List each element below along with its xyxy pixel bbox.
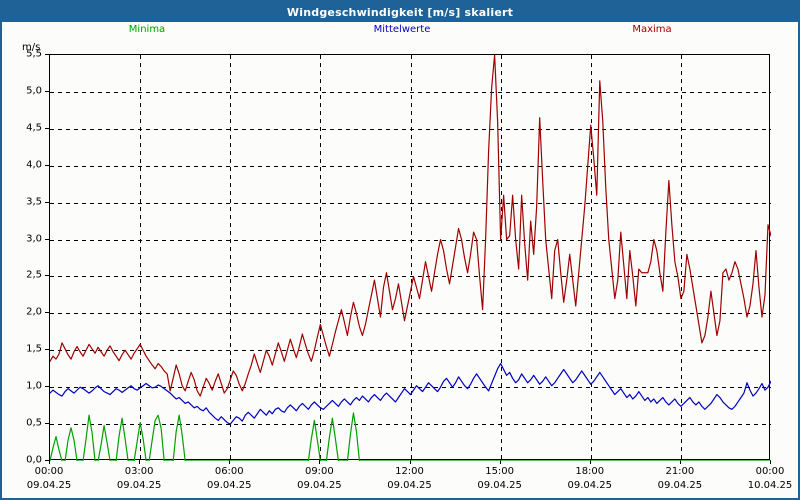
y-tick-label: 3,5 <box>26 196 42 208</box>
x-tick-mark <box>410 460 411 464</box>
y-tick-mark <box>45 54 49 55</box>
x-tick-mark <box>500 460 501 464</box>
y-tick-mark <box>45 460 49 461</box>
y-tick-label: 1,5 <box>26 343 42 355</box>
x-tick-time-label: 12:00 <box>395 466 424 477</box>
x-tick-time-label: 00:00 <box>755 466 785 477</box>
y-tick-mark <box>45 91 49 92</box>
x-tick-date-label: 09.04.25 <box>26 480 72 491</box>
y-tick-mark <box>45 165 49 166</box>
x-tick-mark <box>590 460 591 464</box>
x-tick-time-label: 06:00 <box>214 466 244 477</box>
y-tick-mark <box>45 239 49 240</box>
x-tick-date-label: 09.04.25 <box>116 480 162 491</box>
chart-legend: Minima Mittelwerte Maxima <box>2 24 798 40</box>
y-tick-label: 3,0 <box>26 233 42 245</box>
x-tick-time-label: 21:00 <box>665 466 695 477</box>
x-tick-mark <box>680 460 681 464</box>
x-tick-date-label: 09.04.25 <box>206 480 252 491</box>
x-tick-time-label: 09:00 <box>304 466 334 477</box>
y-tick-mark <box>45 312 49 313</box>
y-tick-label: 5,0 <box>26 85 42 97</box>
y-tick-mark <box>45 349 49 350</box>
legend-item-maxima: Maxima <box>632 24 672 35</box>
y-tick-mark <box>45 202 49 203</box>
y-tick-label: 4,5 <box>26 122 42 134</box>
legend-item-minima: Minima <box>128 24 166 35</box>
y-tick-mark <box>45 128 49 129</box>
y-tick-label: 2,5 <box>26 269 42 281</box>
x-tick-date-label: 09.04.25 <box>567 480 613 491</box>
series-line-mittelwerte <box>50 362 771 425</box>
x-tick-mark <box>49 460 50 464</box>
x-tick-date-label: 09.04.25 <box>297 480 342 491</box>
x-tick-date-label: 09.04.25 <box>477 480 522 491</box>
data-series-lines <box>50 55 771 461</box>
page-title: Windgeschwindigkeit [m/s] skaliert <box>286 5 514 19</box>
y-tick-mark <box>45 275 49 276</box>
x-tick-mark <box>770 460 771 464</box>
y-tick-mark <box>45 423 49 424</box>
y-tick-label: 1,0 <box>26 380 42 392</box>
series-line-minima <box>50 412 771 461</box>
y-tick-mark <box>45 386 49 387</box>
x-tick-date-label: 09.04.25 <box>387 480 432 491</box>
legend-item-mittelwerte: Mittelwerte <box>373 24 431 35</box>
x-tick-time-label: 15:00 <box>485 466 515 477</box>
x-tick-date-label: 10.04.25 <box>747 480 793 491</box>
grid-lines <box>50 55 771 461</box>
y-tick-label: 5,5 <box>26 48 42 60</box>
y-tick-label: 0,0 <box>26 454 42 466</box>
x-tick-date-label: 09.04.25 <box>657 480 703 491</box>
x-tick-time-label: 00:00 <box>34 466 64 477</box>
x-tick-time-label: 03:00 <box>124 466 154 477</box>
window-title-bar: Windgeschwindigkeit [m/s] skaliert <box>2 2 798 22</box>
y-tick-label: 2,0 <box>26 306 42 318</box>
y-tick-label: 0,5 <box>26 417 42 429</box>
x-tick-mark <box>139 460 140 464</box>
series-line-maxima <box>50 55 771 397</box>
y-tick-label: 4,0 <box>26 159 42 171</box>
x-tick-time-label: 18:00 <box>575 466 605 477</box>
x-tick-mark <box>229 460 230 464</box>
x-tick-mark <box>319 460 320 464</box>
y-axis-unit-label: m/s <box>22 42 41 53</box>
plot-area <box>49 54 771 461</box>
